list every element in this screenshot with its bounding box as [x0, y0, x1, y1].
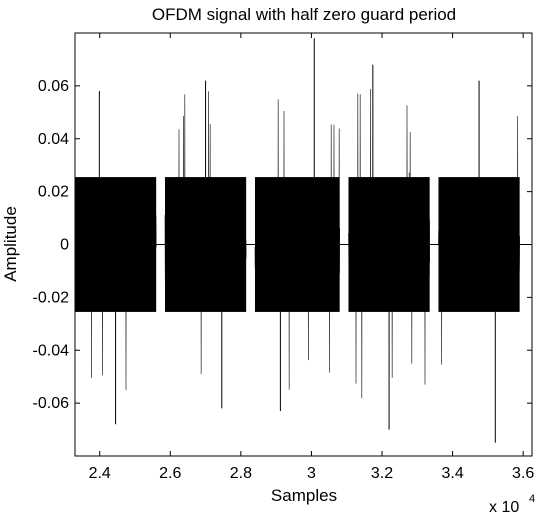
- ofdm-symbol-burst: [254, 38, 340, 412]
- y-axis-label: Amplitude: [1, 206, 20, 282]
- burst-waveform: [254, 99, 340, 390]
- y-tick-label: 0.04: [38, 131, 69, 148]
- y-tick-label: 0.06: [38, 78, 69, 95]
- x-tick-label: 3.6: [512, 465, 534, 482]
- ofdm-symbol-burst: [164, 80, 247, 409]
- ofdm-symbol-burst: [348, 64, 430, 430]
- x-axis-ticks: 2.4 2.6 2.8 3 3.2 3.4 3.6: [89, 33, 534, 482]
- burst-waveform: [74, 178, 157, 391]
- signal-layer: [74, 38, 532, 443]
- x-tick-label: 2.8: [230, 465, 252, 482]
- x-tick-label: 3.2: [371, 465, 393, 482]
- y-tick-label: 0.02: [38, 184, 69, 201]
- y-tick-label: -0.06: [33, 395, 70, 412]
- chart-title: OFDM signal with half zero guard period: [152, 5, 456, 24]
- x-axis-label: Samples: [271, 486, 337, 505]
- x-tick-label: 3.4: [441, 465, 463, 482]
- y-tick-label: 0: [60, 237, 69, 254]
- x-tick-label: 2.6: [159, 465, 181, 482]
- x-tick-label: 2.4: [89, 465, 111, 482]
- ofdm-symbol-burst: [438, 80, 520, 443]
- x-exponent-label: x 10: [489, 499, 519, 515]
- y-tick-label: -0.04: [33, 342, 70, 359]
- x-exponent-power: 4: [529, 493, 535, 505]
- x-tick-label: 3: [307, 465, 316, 482]
- y-tick-label: -0.02: [33, 289, 70, 306]
- plot-frame: [74, 32, 533, 457]
- ofdm-symbol-burst: [74, 91, 157, 425]
- y-axis-ticks: -0.06 -0.04 -0.02 0 0.02 0.04 0.06: [33, 78, 532, 412]
